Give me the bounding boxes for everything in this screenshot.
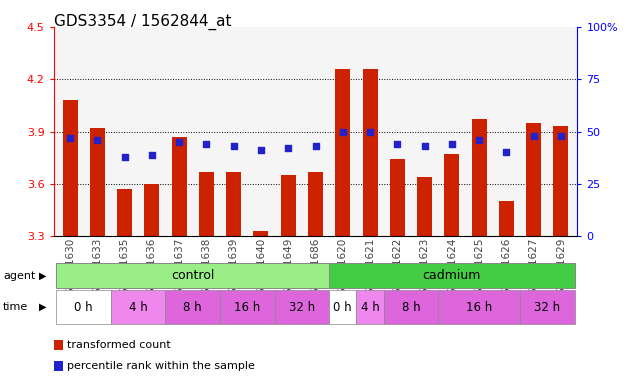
Text: 4 h: 4 h xyxy=(129,301,148,314)
Point xyxy=(283,145,293,151)
Text: time: time xyxy=(3,302,28,312)
Point xyxy=(119,154,129,160)
Bar xyxy=(329,263,575,288)
Point xyxy=(420,143,430,149)
Point xyxy=(447,141,457,147)
Text: percentile rank within the sample: percentile rank within the sample xyxy=(67,361,255,371)
Point xyxy=(65,135,75,141)
Text: 16 h: 16 h xyxy=(466,301,492,314)
Point xyxy=(201,141,211,147)
Bar xyxy=(384,290,439,324)
Text: ▶: ▶ xyxy=(39,270,47,281)
Text: ▶: ▶ xyxy=(39,302,47,312)
Bar xyxy=(499,201,514,236)
Bar xyxy=(520,290,575,324)
Bar xyxy=(329,290,357,324)
Bar xyxy=(172,137,187,236)
Text: 0 h: 0 h xyxy=(333,301,352,314)
Bar xyxy=(254,231,268,236)
Text: control: control xyxy=(171,269,215,282)
Bar xyxy=(226,172,241,236)
Text: 4 h: 4 h xyxy=(361,301,379,314)
Bar xyxy=(439,290,520,324)
Point xyxy=(529,132,539,139)
Point xyxy=(392,141,403,147)
Bar xyxy=(471,119,487,236)
Bar xyxy=(54,339,63,350)
Bar xyxy=(553,126,569,236)
Point xyxy=(256,147,266,154)
Point xyxy=(310,143,321,149)
Bar xyxy=(62,100,78,236)
Text: 8 h: 8 h xyxy=(184,301,202,314)
Bar xyxy=(363,69,377,236)
Bar xyxy=(335,69,350,236)
Text: 16 h: 16 h xyxy=(234,301,261,314)
Point xyxy=(365,128,375,135)
Point xyxy=(92,137,102,143)
Bar xyxy=(220,290,274,324)
Point xyxy=(338,128,348,135)
Bar xyxy=(357,290,384,324)
Bar xyxy=(444,154,459,236)
Text: GDS3354 / 1562844_at: GDS3354 / 1562844_at xyxy=(54,13,231,30)
Text: 8 h: 8 h xyxy=(402,301,420,314)
Bar xyxy=(308,172,323,236)
Text: agent: agent xyxy=(3,270,35,281)
Text: 32 h: 32 h xyxy=(534,301,560,314)
Bar xyxy=(111,290,165,324)
Text: 0 h: 0 h xyxy=(74,301,93,314)
Bar xyxy=(199,172,214,236)
Bar xyxy=(526,123,541,236)
Bar xyxy=(54,361,63,371)
Point xyxy=(502,149,512,156)
Bar xyxy=(56,290,111,324)
Text: transformed count: transformed count xyxy=(67,340,170,350)
Bar xyxy=(144,184,160,236)
Bar xyxy=(165,290,220,324)
Point xyxy=(556,132,566,139)
Bar xyxy=(417,177,432,236)
Bar xyxy=(56,263,329,288)
Bar xyxy=(117,189,132,236)
Point xyxy=(474,137,484,143)
Point xyxy=(174,139,184,145)
Bar xyxy=(281,175,296,236)
Bar xyxy=(90,128,105,236)
Point xyxy=(228,143,239,149)
Bar xyxy=(274,290,329,324)
Point xyxy=(147,151,157,157)
Bar xyxy=(390,159,405,236)
Text: cadmium: cadmium xyxy=(423,269,481,282)
Text: 32 h: 32 h xyxy=(289,301,315,314)
